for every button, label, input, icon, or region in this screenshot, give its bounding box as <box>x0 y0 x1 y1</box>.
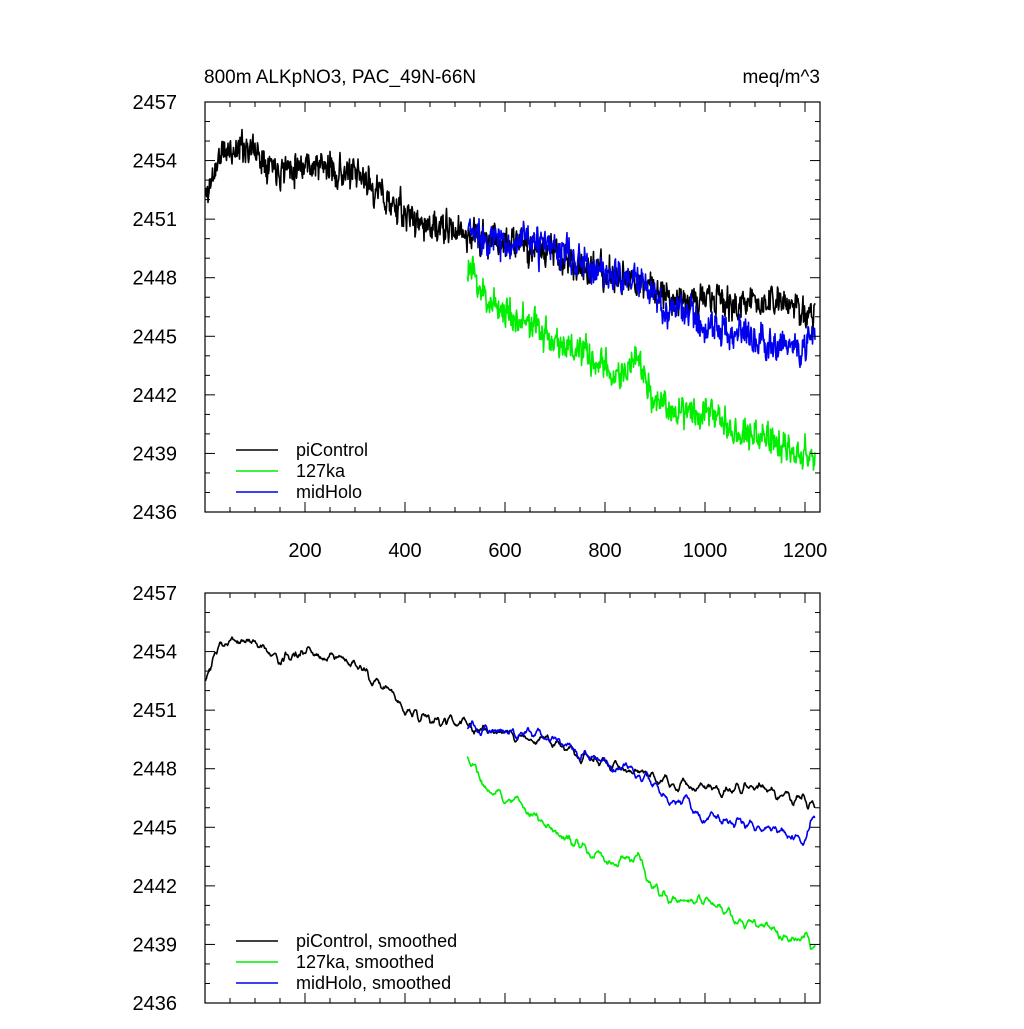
series-line-127ka <box>466 255 816 471</box>
y-tick-label: 2451 <box>133 700 178 722</box>
y-tick-label: 2448 <box>133 759 178 781</box>
series-line-picontrol-smoothed <box>204 636 816 810</box>
y-tick-label: 2442 <box>133 876 178 898</box>
y-tick-label: 2454 <box>133 642 178 664</box>
y-tick-label: 2457 <box>133 92 178 114</box>
legend-label: midHolo <box>296 482 362 502</box>
x-tick-label: 1000 <box>683 540 728 562</box>
y-tick-label: 2445 <box>133 817 178 839</box>
x-tick-label: 1200 <box>783 540 828 562</box>
panel-bottom: 2436 2439 2442 2445 2448 2451 2454 2457 piContro… <box>133 583 821 1015</box>
series-line-midholo-smoothed <box>466 720 816 846</box>
plot-frame <box>204 101 821 513</box>
x-tick-label: 400 <box>388 540 421 562</box>
series-line-127ka-smoothed <box>466 756 816 950</box>
y-tick-label: 2454 <box>133 151 178 173</box>
series-line-midholo <box>467 218 816 369</box>
panel-top: 2436 2439 2442 2445 2448 2451 2454 2457 200 400 60… <box>133 92 828 562</box>
y-tick-label: 2442 <box>133 385 178 407</box>
legend-label: midHolo, smoothed <box>296 973 451 993</box>
y-tick-label: 2436 <box>133 993 178 1015</box>
y-tick-label: 2445 <box>133 326 178 348</box>
chart-title-left: 800m ALKpNO3, PAC_49N-66N <box>204 67 476 88</box>
y-tick-label: 2436 <box>133 502 178 524</box>
legend-label: 127ka <box>296 461 346 481</box>
x-tick-label: 800 <box>588 540 621 562</box>
legend-label: piControl, smoothed <box>296 931 457 951</box>
x-tick-label: 200 <box>288 540 321 562</box>
y-tick-label: 2451 <box>133 209 178 231</box>
legend-label: piControl <box>296 440 368 460</box>
chart-title-units: meq/m^3 <box>742 67 820 88</box>
legend-label: 127ka, smoothed <box>296 952 434 972</box>
y-tick-label: 2448 <box>133 268 178 290</box>
y-tick-label: 2439 <box>133 443 178 465</box>
plot-frame <box>204 592 821 1004</box>
y-tick-label: 2457 <box>133 583 178 605</box>
x-tick-label: 600 <box>488 540 521 562</box>
y-tick-label: 2439 <box>133 934 178 956</box>
